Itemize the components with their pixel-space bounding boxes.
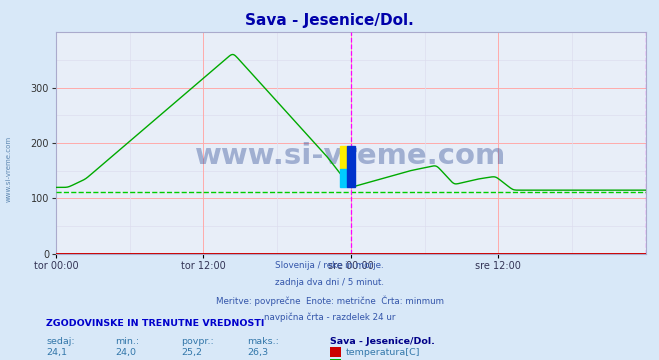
Text: www.si-vreme.com: www.si-vreme.com: [5, 136, 12, 202]
Text: Sava - Jesenice/Dol.: Sava - Jesenice/Dol.: [245, 13, 414, 28]
Bar: [339, 169, 347, 187]
Text: 26,3: 26,3: [247, 348, 268, 357]
Bar: [347, 146, 355, 187]
Text: Sava - Jesenice/Dol.: Sava - Jesenice/Dol.: [330, 337, 434, 346]
Text: 24,1: 24,1: [46, 348, 67, 357]
Text: maks.:: maks.:: [247, 337, 279, 346]
Text: navpična črta - razdelek 24 ur: navpična črta - razdelek 24 ur: [264, 313, 395, 322]
Text: 24,0: 24,0: [115, 348, 136, 357]
Text: min.:: min.:: [115, 337, 140, 346]
Text: 25,2: 25,2: [181, 348, 202, 357]
Text: Slovenija / reke in morje.: Slovenija / reke in morje.: [275, 261, 384, 270]
Text: www.si-vreme.com: www.si-vreme.com: [195, 143, 507, 170]
Bar: [339, 146, 347, 169]
Text: sedaj:: sedaj:: [46, 337, 74, 346]
Text: ZGODOVINSKE IN TRENUTNE VREDNOSTI: ZGODOVINSKE IN TRENUTNE VREDNOSTI: [46, 319, 264, 328]
Text: povpr.:: povpr.:: [181, 337, 214, 346]
Text: temperatura[C]: temperatura[C]: [346, 348, 420, 357]
Text: Meritve: povprečne  Enote: metrične  Črta: minmum: Meritve: povprečne Enote: metrične Črta:…: [215, 296, 444, 306]
Text: zadnja dva dni / 5 minut.: zadnja dva dni / 5 minut.: [275, 278, 384, 287]
